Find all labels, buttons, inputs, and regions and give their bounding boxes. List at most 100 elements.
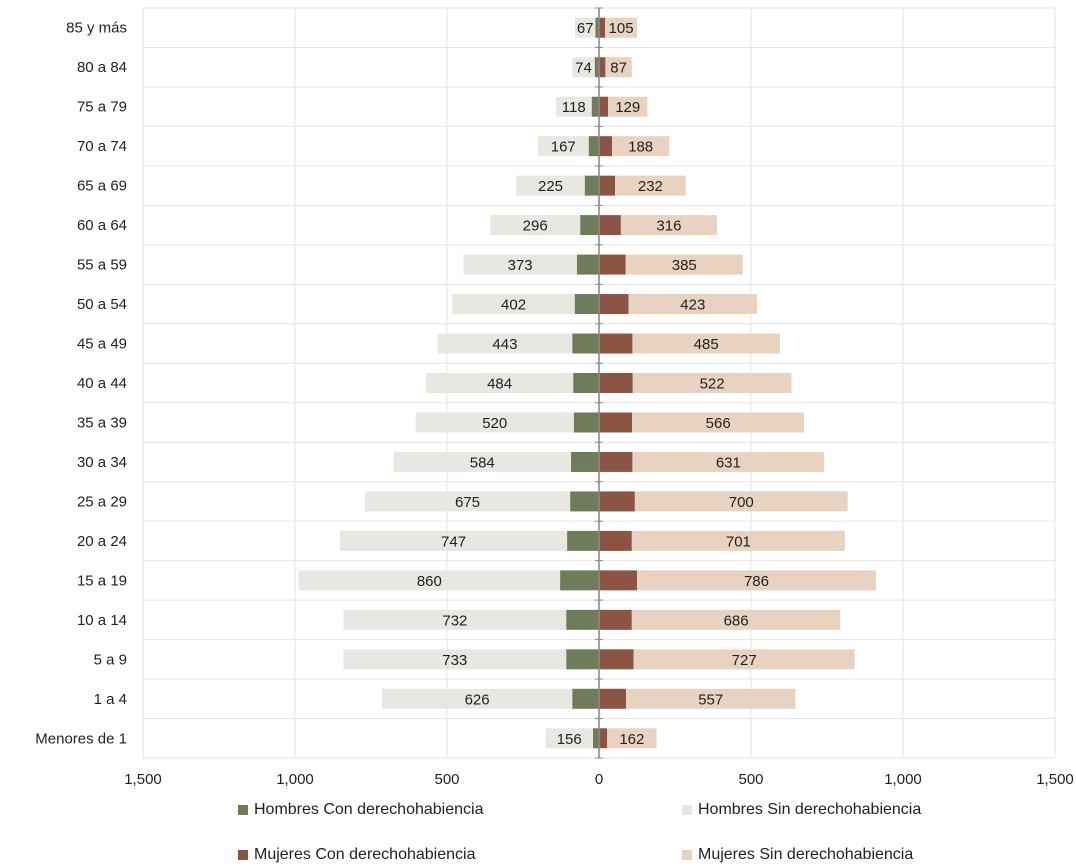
data-labels: 67 105 74 87 118 129 167 188 225 232 296 316 373 385 4… bbox=[417, 20, 769, 748]
data-label-men-without: 520 bbox=[482, 415, 507, 432]
bar-women-with bbox=[599, 728, 608, 749]
category-label: 60 a 64 bbox=[77, 217, 127, 234]
bar-men-with bbox=[576, 254, 599, 275]
bar-women-without bbox=[605, 57, 632, 78]
data-label-men-without: 156 bbox=[557, 731, 582, 748]
bar-women-with bbox=[599, 649, 634, 670]
bar-women-without bbox=[631, 609, 841, 630]
bar-women-with bbox=[599, 373, 633, 393]
category-label: 40 a 44 bbox=[77, 375, 127, 392]
data-label-men-without: 443 bbox=[492, 336, 517, 353]
data-label-women-without: 423 bbox=[680, 297, 705, 314]
category-label: 65 a 69 bbox=[77, 178, 127, 195]
category-label: 85 y más bbox=[66, 20, 127, 37]
x-tick-label: 500 bbox=[738, 771, 763, 788]
data-label-men-without: 860 bbox=[417, 573, 442, 590]
bar-women-with bbox=[599, 136, 613, 157]
bar-men-with bbox=[567, 530, 599, 551]
data-label-men-without: 732 bbox=[442, 612, 467, 629]
bar-men-with bbox=[566, 649, 599, 670]
x-tick-label: 1,500 bbox=[1036, 771, 1074, 788]
bar-men-with bbox=[572, 688, 599, 709]
bar-men-without bbox=[364, 491, 571, 512]
legend-label-men-without: Hombres Sin derechohabiencia bbox=[698, 801, 922, 818]
bar-men-without bbox=[343, 609, 567, 630]
bar-men-without bbox=[516, 175, 585, 196]
data-label-women-without: 485 bbox=[694, 336, 719, 353]
bar-men-with bbox=[572, 333, 599, 354]
bar-men-with bbox=[584, 175, 599, 196]
data-label-women-without: 232 bbox=[638, 178, 663, 195]
legend-label-women-without: Mujeres Sin derechohabiencia bbox=[698, 846, 914, 863]
bar-women-without bbox=[632, 412, 805, 433]
bar-women-with bbox=[599, 294, 629, 315]
bar-women-without bbox=[634, 491, 848, 512]
bar-men-with bbox=[591, 96, 599, 117]
category-label: 20 a 24 bbox=[77, 533, 127, 550]
data-label-men-without: 402 bbox=[501, 297, 526, 314]
bar-women-without bbox=[632, 373, 792, 393]
bar-men-without bbox=[415, 412, 574, 433]
x-tick-label: 1,000 bbox=[884, 771, 922, 788]
bar-women-with bbox=[599, 688, 627, 709]
bar-men-without bbox=[452, 294, 575, 315]
bar-women-without bbox=[633, 649, 855, 670]
bar-men-without bbox=[393, 451, 572, 472]
x-tick-label: 1,000 bbox=[276, 771, 314, 788]
bar-men-with bbox=[573, 412, 599, 433]
data-label-men-without: 296 bbox=[523, 218, 548, 235]
bar-women-without bbox=[628, 294, 758, 315]
bar-men-with bbox=[573, 373, 599, 393]
data-label-women-without: 105 bbox=[609, 20, 634, 37]
data-label-men-without: 584 bbox=[470, 454, 495, 471]
bar-men-with bbox=[594, 57, 599, 78]
legend-item-men-without: Hombres Sin derechohabiencia bbox=[682, 801, 921, 819]
bar-men-with bbox=[574, 294, 599, 315]
data-label-women-without: 87 bbox=[610, 60, 627, 77]
data-label-men-without: 484 bbox=[487, 376, 512, 393]
bar-men-without bbox=[572, 57, 595, 78]
x-tick-label: 500 bbox=[434, 771, 459, 788]
data-label-men-without: 118 bbox=[562, 99, 586, 116]
data-label-women-without: 385 bbox=[672, 257, 697, 274]
data-label-women-without: 631 bbox=[716, 454, 741, 471]
legend-swatch-women-with bbox=[238, 850, 248, 860]
bar-women-with bbox=[599, 215, 621, 236]
bar-men-without bbox=[545, 728, 593, 749]
legend-item-women-with: Mujeres Con derechohabiencia bbox=[238, 846, 475, 864]
category-label: 30 a 34 bbox=[77, 454, 127, 471]
bar-men-without bbox=[555, 96, 592, 117]
data-label-women-without: 727 bbox=[732, 652, 757, 669]
bar-women-without bbox=[631, 530, 845, 551]
x-tick-label: 0 bbox=[595, 771, 603, 788]
bar-men-without bbox=[463, 254, 577, 275]
data-label-women-without: 786 bbox=[744, 573, 769, 590]
data-label-women-without: 701 bbox=[726, 533, 751, 550]
data-label-men-without: 167 bbox=[551, 139, 576, 156]
category-label: 10 a 14 bbox=[77, 612, 127, 629]
data-label-women-without: 316 bbox=[656, 218, 681, 235]
bar-women-without bbox=[626, 688, 796, 709]
category-label: 45 a 49 bbox=[77, 336, 127, 353]
category-label: 5 a 9 bbox=[94, 651, 127, 668]
bar-women-with bbox=[599, 175, 616, 196]
bar-women-with bbox=[599, 491, 635, 512]
data-label-women-without: 686 bbox=[724, 612, 749, 629]
bar-men-with bbox=[566, 609, 599, 630]
bar-women-with bbox=[599, 96, 609, 117]
bar-men-without bbox=[339, 530, 568, 551]
axes: 1,500 1,000 500 0 500 1,000 1,500 85 y más 80 a … bbox=[35, 7, 1074, 788]
legend-item-women-without: Mujeres Sin derechohabiencia bbox=[682, 846, 913, 864]
data-label-men-without: 225 bbox=[538, 178, 563, 195]
bar-women-without bbox=[632, 451, 825, 472]
bar-women-without bbox=[612, 136, 670, 157]
data-label-women-without: 557 bbox=[698, 691, 723, 708]
data-label-men-without: 626 bbox=[465, 691, 490, 708]
data-label-women-without: 700 bbox=[729, 494, 754, 511]
data-label-women-without: 129 bbox=[615, 99, 640, 116]
legend-label-men-with: Hombres Con derechohabiencia bbox=[254, 801, 484, 818]
bar-women-with bbox=[599, 254, 626, 275]
bar-women-without bbox=[615, 175, 686, 196]
bar-women-with bbox=[599, 451, 633, 472]
